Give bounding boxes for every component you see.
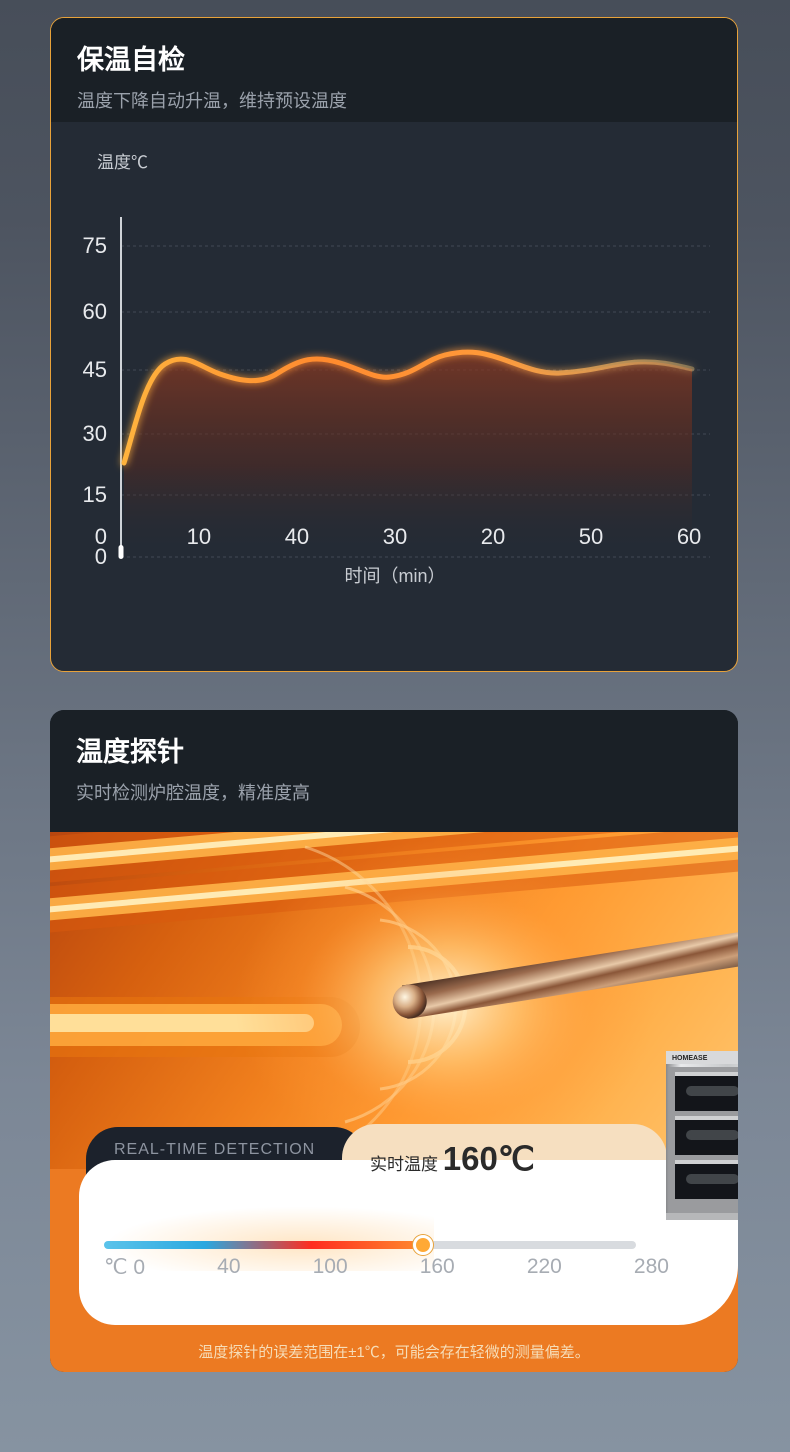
svg-text:60: 60 bbox=[83, 299, 107, 324]
svg-text:15: 15 bbox=[83, 482, 107, 507]
svg-text:45: 45 bbox=[83, 357, 107, 382]
svg-text:75: 75 bbox=[83, 233, 107, 258]
svg-text:HOMEASE: HOMEASE bbox=[672, 1055, 708, 1062]
svg-text:30: 30 bbox=[83, 421, 107, 446]
